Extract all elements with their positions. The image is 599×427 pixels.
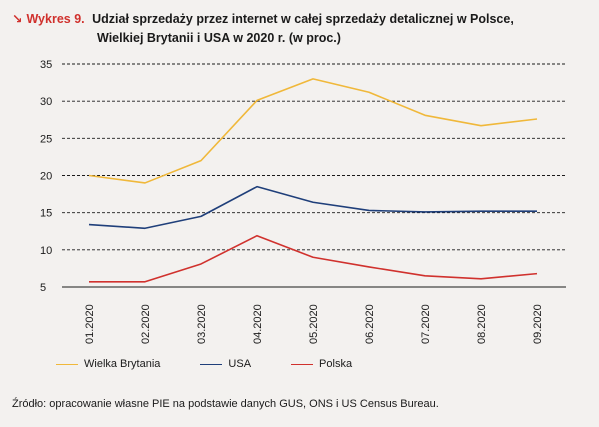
legend-swatch [291, 363, 314, 365]
legend: Wielka Brytania USA Polska [56, 358, 392, 370]
legend-item: USA [200, 358, 251, 370]
x-tick-label: 04.2020 [252, 304, 264, 344]
x-tick-label: 03.2020 [196, 304, 208, 344]
legend-item: Polska [291, 358, 352, 370]
legend-swatch [200, 363, 223, 365]
y-tick-label: 10 [40, 245, 52, 257]
chart-title-2: Wielkiej Brytanii i USA w 2020 r. (w pro… [97, 31, 341, 45]
y-tick-label: 5 [40, 282, 46, 294]
chart-title-1: Udział sprzedaży przez internet w całej … [92, 12, 514, 26]
x-tick-label: 06.2020 [364, 304, 376, 344]
title-line-1: ↘ Wykres 9. Udział sprzedaży przez intern… [12, 10, 587, 29]
series-line-1 [88, 185, 537, 230]
legend-label: Polska [319, 358, 353, 370]
x-tick-label: 07.2020 [420, 304, 432, 344]
y-tick-label: 15 [40, 208, 52, 220]
legend-swatch [56, 363, 78, 365]
series-line-0 [88, 78, 538, 184]
y-tick-label: 20 [40, 171, 52, 183]
x-tick-label: 02.2020 [140, 304, 152, 344]
source-note: Źródło: opracowanie własne PIE na podsta… [12, 398, 439, 410]
legend-item: Wielka Brytania [56, 358, 160, 370]
y-tick-label: 30 [40, 96, 52, 108]
x-tick-label: 08.2020 [476, 304, 488, 344]
chart-header: ↘ Wykres 9. Udział sprzedaży przez intern… [12, 10, 587, 48]
x-tick-label: 05.2020 [308, 304, 320, 344]
x-tick-label: 01.2020 [84, 304, 96, 344]
y-tick-label: 25 [40, 133, 52, 145]
y-tick-label: 35 [40, 59, 52, 71]
legend-label: Wielka Brytania [84, 358, 161, 370]
arrow-down-right-icon: ↘ [12, 12, 23, 26]
series-line-2 [89, 234, 538, 283]
legend-label: USA [228, 358, 252, 370]
figure-label: Wykres 9. [26, 12, 85, 26]
line-chart: 5 10 15 20 25 30 35 01.2020 02.2020 03.2020 04.202… [40, 59, 566, 344]
x-tick-label: 09.2020 [532, 304, 544, 344]
